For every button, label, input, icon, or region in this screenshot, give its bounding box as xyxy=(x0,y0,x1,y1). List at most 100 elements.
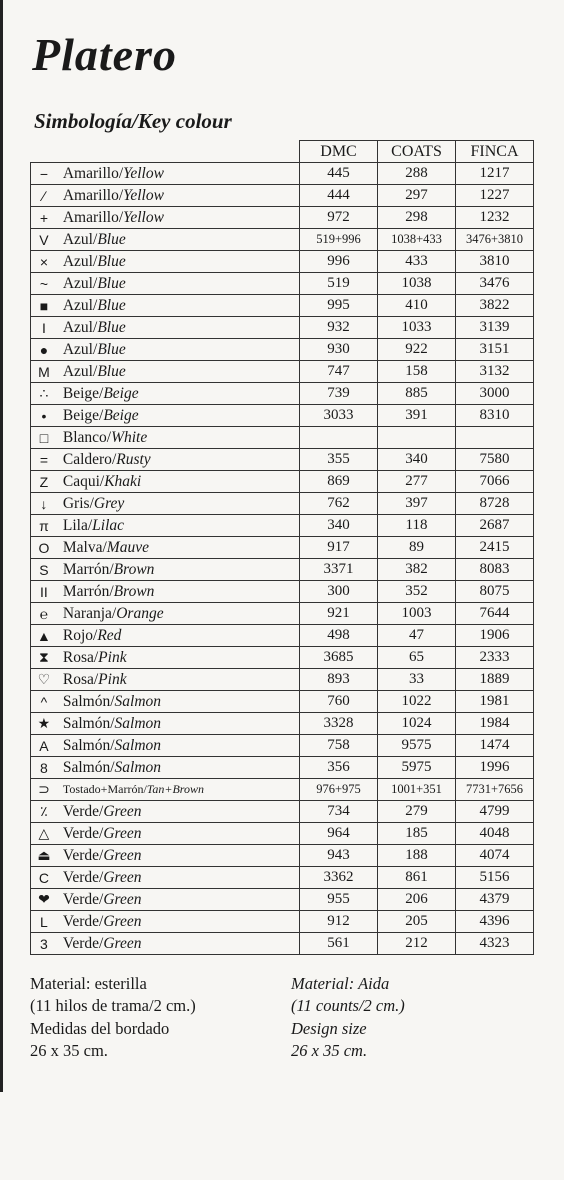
table-row: ∴Beige/Beige7398853000 xyxy=(31,383,534,405)
color-name-cell: Verde/Green xyxy=(57,823,300,845)
finca-cell: 1996 xyxy=(456,757,534,779)
finca-cell: 3139 xyxy=(456,317,534,339)
color-name-cell: Rosa/Pink xyxy=(57,647,300,669)
dmc-cell: 921 xyxy=(300,603,378,625)
table-row: ℮Naranja/Orange92110037644 xyxy=(31,603,534,625)
color-name-cell: Blanco/White xyxy=(57,427,300,449)
dmc-cell: 996 xyxy=(300,251,378,273)
symbol-cell: ⏏ xyxy=(31,845,57,867)
footer-en-material: Material: Aida xyxy=(291,973,534,995)
symbol-cell: ❤ xyxy=(31,889,57,911)
color-name-es: Azul xyxy=(63,231,93,248)
color-name-es: Malva xyxy=(63,539,103,556)
table-row: ⏏Verde/Green9431884074 xyxy=(31,845,534,867)
color-name-en: Yellow xyxy=(123,209,164,226)
coats-cell: 205 xyxy=(378,911,456,933)
color-name-es: Marrón xyxy=(63,561,110,578)
symbol-cell: ■ xyxy=(31,295,57,317)
table-row: MAzul/Blue7471583132 xyxy=(31,361,534,383)
finca-cell: 8728 xyxy=(456,493,534,515)
color-name-cell: Amarillo/Yellow xyxy=(57,207,300,229)
color-key-table: DMC COATS FINCA −Amarillo/Yellow44528812… xyxy=(30,140,534,955)
color-name-cell: Azul/Blue xyxy=(57,251,300,273)
table-row: ↓Gris/Grey7623978728 xyxy=(31,493,534,515)
color-name-es: Lila xyxy=(63,517,88,534)
table-row: VAzul/Blue519+9961038+4333476+3810 xyxy=(31,229,534,251)
color-name-cell: Azul/Blue xyxy=(57,361,300,383)
symbol-cell: ● xyxy=(31,339,57,361)
finca-cell: 1906 xyxy=(456,625,534,647)
color-name-es: Rojo xyxy=(63,627,93,644)
table-body: −Amarillo/Yellow4452881217∕Amarillo/Yell… xyxy=(31,163,534,955)
footer-en: Material: Aida (11 counts/2 cm.) Design … xyxy=(291,973,534,1062)
color-name-es: Amarillo xyxy=(63,187,119,204)
color-name-en: Blue xyxy=(97,231,125,248)
symbol-cell: S xyxy=(31,559,57,581)
header-dmc: DMC xyxy=(300,141,378,163)
color-name-en: Pink xyxy=(98,671,126,688)
color-name-en: Green xyxy=(103,891,141,908)
color-name-es: Beige xyxy=(63,407,99,424)
finca-cell: 8075 xyxy=(456,581,534,603)
color-name-en: Beige xyxy=(103,407,138,424)
header-blank xyxy=(31,141,300,163)
finca-cell: 1981 xyxy=(456,691,534,713)
coats-cell: 297 xyxy=(378,185,456,207)
table-row: ×Azul/Blue9964333810 xyxy=(31,251,534,273)
table-row: ●Azul/Blue9309223151 xyxy=(31,339,534,361)
symbol-cell: □ xyxy=(31,427,57,449)
color-name-cell: Beige/Beige xyxy=(57,405,300,427)
color-name-cell: Malva/Mauve xyxy=(57,537,300,559)
symbol-cell: π xyxy=(31,515,57,537)
symbol-cell: ♡ xyxy=(31,669,57,691)
table-row: CVerde/Green33628615156 xyxy=(31,867,534,889)
color-name-cell: Verde/Green xyxy=(57,911,300,933)
symbol-cell: 8 xyxy=(31,757,57,779)
scan-left-edge xyxy=(0,0,3,1092)
table-row: −Amarillo/Yellow4452881217 xyxy=(31,163,534,185)
table-row: =Caldero/Rusty3553407580 xyxy=(31,449,534,471)
color-name-en: Grey xyxy=(94,495,124,512)
dmc-cell: 930 xyxy=(300,339,378,361)
color-name-es: Azul xyxy=(63,275,93,292)
color-name-cell: Tostado+Marrón/Tan+Brown xyxy=(57,779,300,801)
coats-cell: 885 xyxy=(378,383,456,405)
color-name-en: Blue xyxy=(97,253,125,270)
table-row: SMarrón/Brown33713828083 xyxy=(31,559,534,581)
coats-cell: 1033 xyxy=(378,317,456,339)
color-name-en: Rusty xyxy=(116,451,150,468)
page: Platero Simbología/Key colour DMC COATS … xyxy=(0,0,564,1092)
coats-cell: 65 xyxy=(378,647,456,669)
table-row: □Blanco/White xyxy=(31,427,534,449)
symbol-cell: △ xyxy=(31,823,57,845)
dmc-cell: 869 xyxy=(300,471,378,493)
color-name-es: Azul xyxy=(63,341,93,358)
color-name-en: White xyxy=(111,429,147,446)
footer-es-material: Material: esterilla xyxy=(30,973,273,995)
coats-cell: 352 xyxy=(378,581,456,603)
finca-cell: 4074 xyxy=(456,845,534,867)
color-name-en: Green xyxy=(103,913,141,930)
color-name-en: Blue xyxy=(97,275,125,292)
finca-cell: 7644 xyxy=(456,603,534,625)
table-row: +Amarillo/Yellow9722981232 xyxy=(31,207,534,229)
color-name-en: Salmon xyxy=(115,737,162,754)
dmc-cell: 356 xyxy=(300,757,378,779)
coats-cell: 188 xyxy=(378,845,456,867)
finca-cell: 3476 xyxy=(456,273,534,295)
color-name-cell: Rosa/Pink xyxy=(57,669,300,691)
color-name-en: Pink xyxy=(98,649,126,666)
color-name-cell: Azul/Blue xyxy=(57,295,300,317)
finca-cell: 1474 xyxy=(456,735,534,757)
color-name-en: Lilac xyxy=(92,517,124,534)
color-name-en: Green xyxy=(103,803,141,820)
dmc-cell: 747 xyxy=(300,361,378,383)
color-name-cell: Azul/Blue xyxy=(57,229,300,251)
table-row: △Verde/Green9641854048 xyxy=(31,823,534,845)
coats-cell: 1038+433 xyxy=(378,229,456,251)
dmc-cell: 734 xyxy=(300,801,378,823)
subtitle: Simbología/Key colour xyxy=(34,109,534,134)
table-header-row: DMC COATS FINCA xyxy=(31,141,534,163)
symbol-cell: ^ xyxy=(31,691,57,713)
color-name-cell: Amarillo/Yellow xyxy=(57,163,300,185)
